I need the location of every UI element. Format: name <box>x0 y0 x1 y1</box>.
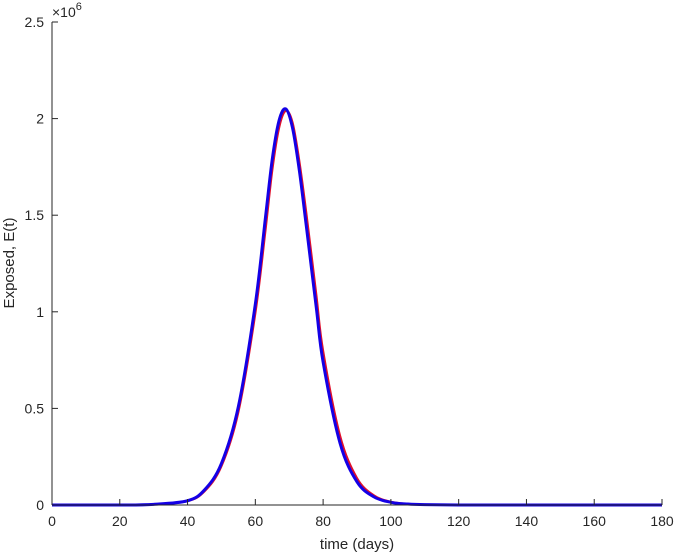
x-tick-label: 100 <box>379 513 403 529</box>
x-tick-label: 160 <box>583 513 607 529</box>
x-tick-label: 40 <box>180 513 196 529</box>
x-tick-label: 140 <box>515 513 539 529</box>
y-tick-label: 0.5 <box>25 400 45 416</box>
y-tick-label: 0 <box>36 497 44 513</box>
x-tick-label: 120 <box>447 513 471 529</box>
y-ticks: 0 0.5 1 1.5 2 2.5 <box>25 14 58 513</box>
x-tick-label: 0 <box>48 513 56 529</box>
x-axis-label: time (days) <box>320 536 394 553</box>
x-ticks: 0 20 40 60 80 100 120 140 160 180 <box>48 499 674 529</box>
series-line-2 <box>52 107 662 507</box>
y-axis-label: Exposed, E(t) <box>1 218 18 309</box>
y-tick-label: 1 <box>36 304 44 320</box>
y-multiplier-base: ×10 <box>52 4 76 20</box>
x-tick-label: 180 <box>650 513 674 529</box>
y-multiplier-exponent: 6 <box>76 1 82 13</box>
x-tick-label: 20 <box>112 513 128 529</box>
y-tick-label: 1.5 <box>25 207 45 223</box>
x-tick-label: 80 <box>315 513 331 529</box>
x-tick-label: 60 <box>248 513 264 529</box>
y-tick-label: 2 <box>36 111 44 127</box>
y-tick-label: 2.5 <box>25 14 45 30</box>
series-layer <box>52 107 662 507</box>
y-multiplier: ×106 <box>52 1 82 20</box>
